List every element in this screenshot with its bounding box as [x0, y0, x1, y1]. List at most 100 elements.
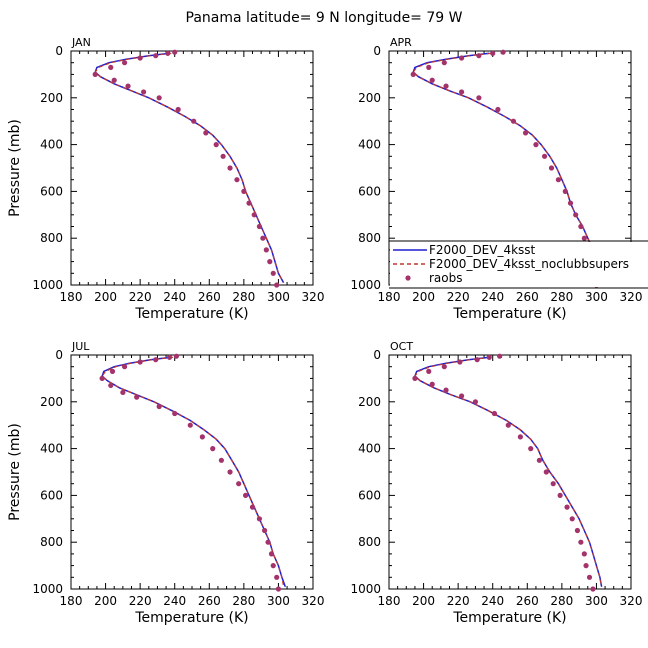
raobs-point [227, 469, 233, 475]
raobs-point [505, 422, 511, 428]
raobs-point [443, 83, 449, 89]
x-tick-label: 200 [94, 594, 117, 608]
raobs-point [495, 106, 501, 113]
raobs-point [227, 165, 233, 171]
figure-title: Panama latitude= 9 N longitude= 79 W [186, 10, 463, 26]
raobs-point [242, 492, 249, 498]
y-tick-label: 1000 [350, 278, 381, 292]
raobs-point [517, 434, 523, 440]
x-tick-label: 280 [232, 290, 255, 304]
panel-label: OCT [390, 340, 413, 353]
raobs-point [203, 130, 209, 136]
raobs-point [555, 177, 562, 183]
raobs-point [491, 410, 498, 417]
x-tick-label: 260 [198, 290, 221, 304]
raobs-point [573, 212, 579, 218]
raobs-point [443, 387, 449, 393]
legend-label: raobs [429, 271, 463, 285]
raobs-point [583, 563, 589, 569]
series-line-noclubbsupers [94, 52, 285, 283]
raobs-point [541, 153, 548, 159]
x-tick-label: 320 [620, 594, 643, 608]
raobs-point [500, 49, 506, 55]
plot-frame [70, 50, 314, 286]
panel-jan: 180 200 220 240 260 280 300 320 0 200 400 600 800 100… [7, 36, 324, 322]
raobs-point [210, 446, 216, 452]
raobs-point [426, 64, 432, 70]
raobs-point [249, 504, 256, 510]
raobs-point [191, 118, 197, 124]
x-tick-label: 180 [60, 290, 83, 304]
raobs-point [459, 89, 465, 95]
raobs-point [121, 364, 128, 370]
y-tick-label: 400 [40, 138, 63, 152]
x-axis-title: Temperature (K) [452, 306, 566, 322]
raobs-point [172, 410, 178, 417]
series-line-noclubbsupers [101, 356, 285, 587]
plot-frame [70, 354, 314, 590]
raobs-point [109, 368, 116, 374]
raobs-point [92, 71, 98, 77]
x-tick-label: 280 [550, 290, 573, 304]
raobs-point [108, 64, 114, 70]
raobs-point [270, 270, 276, 276]
x-tick-label: 300 [585, 594, 608, 608]
x-tick-label: 260 [516, 290, 539, 304]
raobs-point [410, 71, 416, 77]
raobs-point [270, 563, 276, 569]
x-tick-label: 180 [378, 594, 401, 608]
raobs-point [275, 586, 282, 592]
raobs-point [486, 354, 492, 360]
raobs-point [172, 49, 178, 55]
legend-label: F2000_DEV_4ksst [429, 243, 536, 257]
raobs-point [260, 235, 266, 241]
raobs-point [165, 50, 171, 56]
panel-label: JUL [71, 340, 90, 353]
series-line-dev-4ksst [94, 52, 285, 284]
raobs-point [528, 446, 534, 452]
raobs-point [562, 188, 568, 194]
x-axis-title: Temperature (K) [452, 610, 566, 626]
y-tick-label: 0 [55, 44, 63, 58]
raobs-point [490, 50, 496, 56]
raobs-point [578, 539, 584, 545]
raobs-point [557, 492, 563, 498]
raobs-point [166, 354, 173, 360]
raobs-point [426, 368, 432, 374]
raobs-point [134, 394, 140, 400]
raobs-point [137, 359, 143, 365]
raobs-point [241, 188, 247, 194]
raobs-point [267, 259, 273, 265]
raobs-point [459, 393, 465, 399]
y-tick-label: 800 [40, 231, 63, 245]
raobs-point [199, 434, 205, 440]
raobs-point [586, 574, 593, 580]
raobs-point [256, 223, 263, 230]
raobs-point [153, 357, 159, 363]
x-axis-title: Temperature (K) [134, 610, 248, 626]
legend: F2000_DEV_4ksstF2000_DEV_4ksst_noclubbsu… [389, 240, 648, 289]
raobs-point [120, 389, 126, 396]
legend-background [390, 242, 648, 287]
raobs-point [268, 551, 275, 557]
y-tick-label: 200 [358, 91, 381, 105]
raobs-point [548, 165, 555, 171]
x-tick-label: 220 [447, 290, 470, 304]
raobs-point [234, 177, 240, 183]
raobs-point [472, 399, 479, 405]
legend-swatch-raobs [405, 275, 411, 281]
y-tick-label: 600 [40, 488, 63, 502]
y-axis-title: Pressure (mb) [7, 119, 23, 217]
x-tick-label: 320 [302, 594, 325, 608]
y-axis-title: Pressure (mb) [7, 423, 23, 521]
x-tick-label: 300 [585, 290, 608, 304]
raobs-point [429, 77, 435, 83]
raobs-point [476, 95, 482, 101]
raobs-point [476, 53, 482, 59]
raobs-point [441, 364, 447, 370]
panels: 180 200 220 240 260 280 300 320 0 200 400 600 800 100… [7, 36, 648, 626]
raobs-point [543, 469, 549, 475]
raobs-point [220, 153, 226, 159]
x-tick-label: 280 [232, 594, 255, 608]
